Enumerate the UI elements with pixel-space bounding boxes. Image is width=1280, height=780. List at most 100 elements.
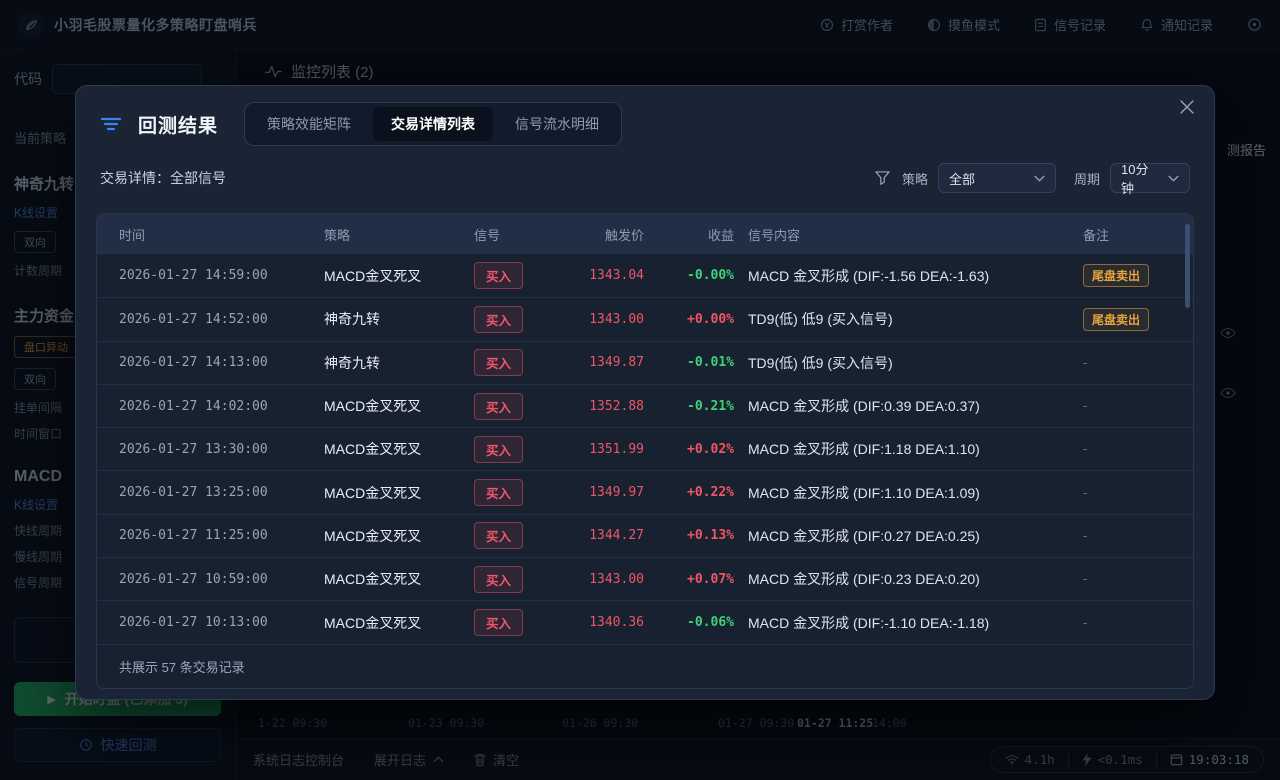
col-header-trigger-price: 触发价 [604,227,644,243]
row-return: -0.21% [687,398,734,414]
table-row[interactable]: 2026-01-27 14:52:00 神奇九转 买入 1343.00 +0.0… [97,297,1193,340]
table-row[interactable]: 2026-01-27 11:25:00 MACD金叉死叉 买入 1344.27 … [97,513,1193,557]
close-icon[interactable] [1180,100,1194,114]
funnel-icon [875,171,890,185]
col-header-strategy: 策略 [324,227,351,243]
row-time: 2026-01-27 10:59:00 [119,571,268,587]
scrollbar-thumb[interactable] [1185,224,1190,308]
row-note: - [1061,440,1171,458]
row-trigger-price: 1340.36 [589,615,644,631]
buy-signal-badge: 买入 [474,565,524,593]
buy-signal-badge: 买入 [474,305,524,333]
row-strategy: MACD金叉死叉 [324,441,422,458]
table-row[interactable]: 2026-01-27 10:59:00 MACD金叉死叉 买入 1343.00 … [97,557,1193,600]
row-time: 2026-01-27 13:25:00 [119,485,268,501]
row-note: - [1061,527,1171,545]
filter-controls: 策略 全部 周期 10分钟 [875,162,1190,196]
row-strategy: 神奇九转 [324,311,380,328]
row-trigger-price: 1343.00 [589,571,644,587]
col-header-time: 时间 [119,227,146,243]
table-row[interactable]: 2026-01-27 14:59:00 MACD金叉死叉 买入 1343.04 … [97,254,1193,297]
detail-scope-label: 交易详情：全部信号 [100,170,226,186]
row-strategy: 神奇九转 [324,354,380,371]
buy-signal-badge: 买入 [474,609,524,637]
note-empty: - [1083,614,1088,630]
note-empty: - [1083,571,1088,587]
table-footer: 共展示 57 条交易记录 [97,643,1193,688]
period-filter-label: 周期 [1073,171,1100,187]
strategy-filter-label: 策略 [901,171,928,187]
row-trigger-price: 1349.87 [589,355,644,371]
table-header-row: 时间 策略 信号 触发价 收益 信号内容 备注 [97,214,1193,254]
row-return: -0.06% [687,615,734,631]
row-return: +0.22% [687,485,734,501]
buy-signal-badge: 买入 [474,392,524,420]
row-trigger-price: 1352.88 [589,398,644,414]
row-time: 2026-01-27 13:30:00 [119,441,268,457]
tab-inactive[interactable]: 信号流水明细 [515,116,600,132]
row-signal-content: MACD 金叉形成 (DIF:-1.56 DEA:-1.63) [748,267,990,284]
row-time: 2026-01-27 14:59:00 [119,268,268,284]
modal-title: 回测结果 [138,115,219,137]
row-signal-content: MACD 金叉形成 (DIF:0.23 DEA:0.20) [748,571,980,588]
eod-sell-badge: 尾盘卖出 [1083,264,1150,288]
row-signal-content: TD9(低) 低9 (买入信号) [748,311,893,328]
table-body: 2026-01-27 14:59:00 MACD金叉死叉 买入 1343.04 … [97,254,1193,644]
table-row[interactable]: 2026-01-27 10:13:00 MACD金叉死叉 买入 1340.36 … [97,600,1193,643]
row-signal-content: MACD 金叉形成 (DIF:1.18 DEA:1.10) [748,441,980,458]
chevron-down-icon [1034,175,1045,182]
row-note: 尾盘卖出 [1061,264,1171,288]
row-trigger-price: 1343.04 [589,268,644,284]
buy-signal-badge: 买入 [474,435,524,463]
row-strategy: MACD金叉死叉 [324,398,422,415]
buy-signal-badge: 买入 [474,522,524,550]
row-return: +0.13% [687,528,734,544]
col-header-note: 备注 [1083,227,1110,243]
row-strategy: MACD金叉死叉 [324,267,422,284]
row-signal-content: TD9(低) 低9 (买入信号) [748,354,893,371]
table-row[interactable]: 2026-01-27 14:13:00 神奇九转 买入 1349.87 -0.0… [97,340,1193,384]
buy-signal-badge: 买入 [474,262,524,290]
modal-subheader: 交易详情：全部信号 策略 全部 周期 10分钟 [76,146,1214,196]
table-row[interactable]: 2026-01-27 13:30:00 MACD金叉死叉 买入 1351.99 … [97,427,1193,470]
strategy-select[interactable]: 全部 [937,163,1056,193]
modal-header: 回测结果 策略效能矩阵 交易详情列表 信号流水明细 [76,86,1214,146]
col-header-signal: 信号 [474,227,501,243]
tab-active[interactable]: 交易详情列表 [373,107,494,141]
row-return: -0.00% [687,268,734,284]
row-strategy: MACD金叉死叉 [324,614,422,631]
row-trigger-price: 1344.27 [589,528,644,544]
period-select[interactable]: 10分钟 [1110,162,1190,196]
row-return: -0.01% [687,355,734,371]
backtest-result-modal: 回测结果 策略效能矩阵 交易详情列表 信号流水明细 交易详情：全部信号 策略 全部 … [75,85,1215,700]
row-strategy: MACD金叉死叉 [324,571,422,588]
note-empty: - [1083,354,1088,370]
note-empty: - [1083,484,1088,500]
row-signal-content: MACD 金叉形成 (DIF:1.10 DEA:1.09) [748,484,980,501]
row-time: 2026-01-27 10:13:00 [119,615,268,631]
row-time: 2026-01-27 14:02:00 [119,398,268,414]
modal-tabs: 策略效能矩阵 交易详情列表 信号流水明细 [244,102,623,146]
trades-table: 时间 策略 信号 触发价 收益 信号内容 备注 2026-01-27 14:59… [96,213,1194,689]
note-empty: - [1083,527,1088,543]
row-return: +0.02% [687,441,734,457]
row-note: - [1061,354,1171,372]
filter-lines-icon [100,116,122,132]
tab-inactive[interactable]: 策略效能矩阵 [267,116,352,132]
table-row[interactable]: 2026-01-27 13:25:00 MACD金叉死叉 买入 1349.97 … [97,470,1193,513]
row-time: 2026-01-27 14:52:00 [119,311,268,327]
col-header-return: 收益 [707,227,734,243]
buy-signal-badge: 买入 [474,479,524,507]
note-empty: - [1083,398,1088,414]
row-note: - [1061,614,1171,632]
row-note: - [1061,484,1171,502]
eod-sell-badge: 尾盘卖出 [1083,307,1150,331]
row-trigger-price: 1351.99 [589,441,644,457]
table-row[interactable]: 2026-01-27 14:02:00 MACD金叉死叉 买入 1352.88 … [97,383,1193,427]
row-note: - [1061,397,1171,415]
row-trigger-price: 1343.00 [589,311,644,327]
row-strategy: MACD金叉死叉 [324,527,422,544]
note-empty: - [1083,441,1088,457]
buy-signal-badge: 买入 [474,349,524,377]
